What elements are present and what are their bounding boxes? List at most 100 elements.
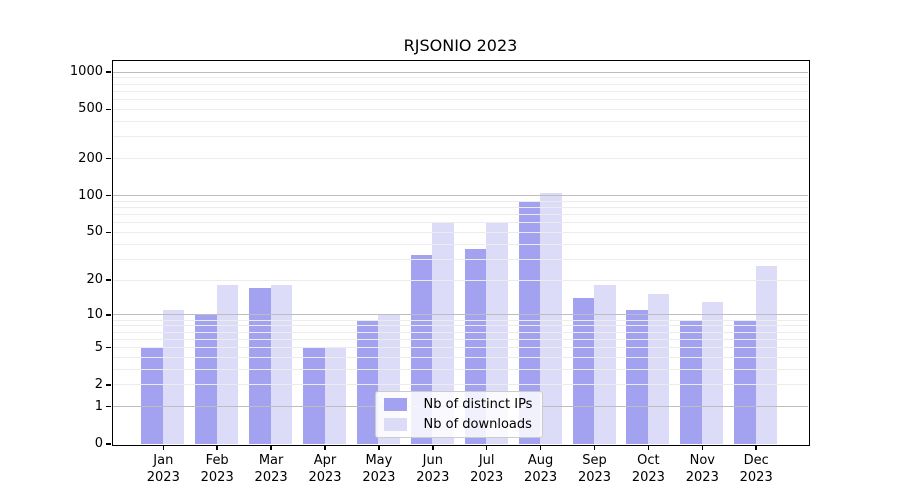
minor-gridline xyxy=(112,158,808,159)
y-tick-label: 0 xyxy=(94,436,103,451)
x-tick-label: Aug 2023 xyxy=(524,453,558,485)
bar-downloads-nov xyxy=(701,301,724,444)
bar-downloads-jan xyxy=(162,309,185,444)
x-tick-mark xyxy=(539,445,542,450)
minor-gridline xyxy=(112,231,808,233)
bar-ips-nov xyxy=(680,319,702,444)
y-tick-label: 50 xyxy=(86,224,103,240)
bar-downloads-jul xyxy=(486,222,508,444)
y-tick-mark xyxy=(106,443,111,445)
y-tick-mark xyxy=(106,405,111,408)
y-tick-label: 5 xyxy=(94,339,103,355)
x-tick-label: Jun 2023 xyxy=(416,453,450,485)
y-tick-mark xyxy=(106,231,111,234)
minor-gridline xyxy=(112,77,808,79)
minor-gridline xyxy=(112,200,808,202)
chart-title: RJSONIO 2023 xyxy=(403,36,518,55)
y-tick-label: 20 xyxy=(86,272,103,288)
x-tick-label: Dec 2023 xyxy=(739,453,773,485)
x-tick-label: Sep 2023 xyxy=(577,453,612,485)
bar-downloads-jun xyxy=(432,222,454,444)
bar-downloads-sep xyxy=(594,285,616,444)
major-gridline xyxy=(112,71,808,73)
bar-downloads-apr xyxy=(324,347,346,444)
bar-ips-apr xyxy=(303,347,325,444)
bar-downloads-feb xyxy=(216,285,239,444)
x-tick-mark xyxy=(378,445,380,450)
y-tick-mark xyxy=(106,279,111,281)
minor-gridline xyxy=(112,243,808,245)
x-tick-mark xyxy=(432,445,434,450)
minor-gridline xyxy=(112,120,808,122)
y-tick-mark xyxy=(106,71,111,73)
legend-swatch-downloads xyxy=(383,417,407,431)
x-tick-mark xyxy=(647,445,650,450)
minor-gridline xyxy=(112,384,808,386)
y-tick-mark xyxy=(106,314,111,316)
plot-area: Nb of distinct IPs Nb of downloads xyxy=(111,59,810,446)
y-tick-label: 200 xyxy=(78,150,103,166)
x-tick-mark xyxy=(270,445,272,450)
minor-gridline xyxy=(112,356,808,358)
x-tick-mark xyxy=(755,445,757,450)
minor-gridline xyxy=(112,325,808,327)
x-tick-mark xyxy=(485,445,488,450)
x-tick-label: Apr 2023 xyxy=(308,453,342,485)
minor-gridline xyxy=(112,338,808,340)
major-gridline xyxy=(112,314,808,316)
bar-ips-oct xyxy=(626,309,648,444)
minor-gridline xyxy=(112,368,808,370)
bar-ips-feb xyxy=(195,314,217,444)
minor-gridline xyxy=(112,258,808,260)
minor-gridline xyxy=(112,279,808,281)
bar-ips-jan xyxy=(141,347,163,444)
minor-gridline xyxy=(112,222,808,224)
bar-ips-mar xyxy=(249,287,271,444)
minor-gridline xyxy=(112,136,808,138)
x-tick-mark xyxy=(701,445,703,450)
bar-ips-aug xyxy=(518,200,541,444)
legend-label-downloads: Nb of downloads xyxy=(423,416,532,432)
x-tick-label: Jul 2023 xyxy=(470,453,504,485)
legend-item-downloads: Nb of downloads xyxy=(383,416,533,432)
y-tick-label: 1000 xyxy=(69,64,103,80)
minor-gridline xyxy=(112,83,808,85)
y-tick-label: 1 xyxy=(94,398,103,414)
legend-label-distinct-ips: Nb of distinct IPs xyxy=(423,396,533,412)
bar-ips-dec xyxy=(734,319,756,444)
x-tick-label: Oct 2023 xyxy=(631,453,665,485)
y-tick-mark xyxy=(106,157,111,160)
minor-gridline xyxy=(112,331,808,333)
minor-gridline xyxy=(112,108,808,110)
y-tick-mark xyxy=(106,108,111,111)
y-tick-label: 10 xyxy=(86,306,103,322)
y-tick-mark xyxy=(106,346,111,349)
x-tick-label: Mar 2023 xyxy=(254,453,288,485)
legend: Nb of distinct IPs Nb of downloads xyxy=(374,390,544,438)
x-tick-mark xyxy=(162,445,165,450)
y-tick-label: 500 xyxy=(78,101,103,117)
major-gridline xyxy=(112,195,808,197)
bar-ips-may xyxy=(356,319,379,444)
x-tick-mark xyxy=(324,445,326,450)
y-tick-mark xyxy=(106,194,111,197)
x-tick-label: Nov 2023 xyxy=(685,453,719,485)
x-tick-label: May 2023 xyxy=(362,453,396,485)
x-tick-label: Jan 2023 xyxy=(146,453,180,485)
x-tick-label: Feb 2023 xyxy=(200,453,234,485)
minor-gridline xyxy=(112,90,808,92)
x-tick-mark xyxy=(593,445,596,450)
bar-downloads-dec xyxy=(755,266,778,444)
minor-gridline xyxy=(112,347,808,349)
grid-layer xyxy=(112,61,808,444)
legend-swatch-distinct-ips xyxy=(383,397,407,411)
minor-gridline xyxy=(112,99,808,101)
bar-downloads-aug xyxy=(540,192,562,444)
y-tick-label: 100 xyxy=(78,187,103,203)
bar-downloads-mar xyxy=(270,285,293,444)
x-tick-mark xyxy=(216,445,218,450)
y-tick-mark xyxy=(106,384,111,386)
legend-item-distinct-ips: Nb of distinct IPs xyxy=(383,396,533,412)
minor-gridline xyxy=(112,319,808,321)
